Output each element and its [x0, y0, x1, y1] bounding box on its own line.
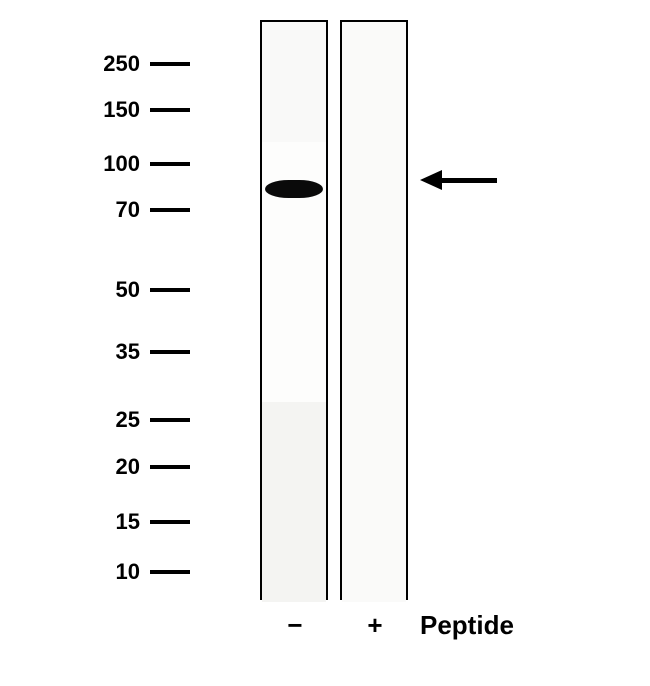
marker-tick: [150, 520, 190, 524]
marker-label: 20: [70, 454, 140, 480]
marker-tick: [150, 350, 190, 354]
marker-label: 100: [70, 151, 140, 177]
marker-label: 25: [70, 407, 140, 433]
marker-label: 10: [70, 559, 140, 585]
marker-tick: [150, 570, 190, 574]
lane-plus: [340, 20, 408, 600]
marker-tick: [150, 108, 190, 112]
lane-minus: [260, 20, 328, 600]
marker-tick: [150, 465, 190, 469]
arrow-head-icon: [420, 170, 442, 190]
marker-label: 15: [70, 509, 140, 535]
marker-tick: [150, 288, 190, 292]
marker-tick: [150, 62, 190, 66]
marker-tick: [150, 162, 190, 166]
marker-label: 150: [70, 97, 140, 123]
arrow-line: [442, 178, 497, 183]
marker-label: 70: [70, 197, 140, 223]
marker-tick: [150, 208, 190, 212]
marker-label: 35: [70, 339, 140, 365]
lane-region: [262, 22, 326, 142]
lane-region: [342, 22, 406, 602]
protein-band: [265, 180, 324, 198]
lane-label: −: [280, 610, 310, 641]
marker-label: 50: [70, 277, 140, 303]
peptide-label: Peptide: [420, 610, 514, 641]
lane-region: [262, 402, 326, 602]
lane-label: +: [360, 610, 390, 641]
western-blot-figure: 250 150 100 70 50 35 25 20 15 10 − + Peptide: [70, 50, 610, 660]
marker-tick: [150, 418, 190, 422]
marker-label: 250: [70, 51, 140, 77]
